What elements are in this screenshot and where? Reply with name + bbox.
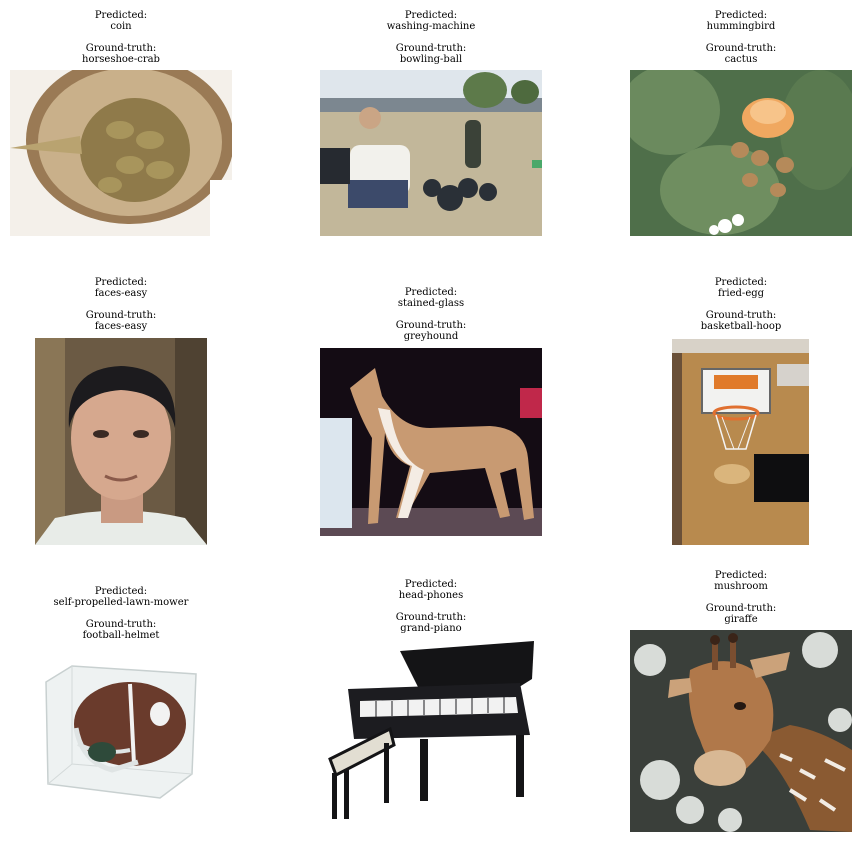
ground-truth-value: greyhound — [403, 331, 459, 342]
caption: Predicted: hummingbird Ground-truth: cac… — [630, 10, 852, 65]
ground-truth-label: Ground-truth: — [85, 310, 157, 321]
ground-truth-label: Ground-truth: — [705, 310, 777, 321]
greyhound-photo — [320, 348, 542, 536]
man-with-telescope-photo — [320, 70, 542, 236]
ground-truth-value: giraffe — [724, 614, 758, 625]
basketball-hoop-photo — [672, 339, 809, 545]
grand-piano-photo — [320, 639, 542, 823]
predicted-value: mushroom — [714, 581, 768, 592]
predicted-value: fried-egg — [717, 288, 765, 299]
predicted-label: Predicted: — [404, 10, 458, 21]
grid-cell-2: Predicted: washing-machine Ground-truth:… — [320, 8, 542, 238]
face-portrait-photo — [35, 338, 207, 545]
predicted-label: Predicted: — [94, 10, 148, 21]
predicted-value: stained-glass — [397, 298, 465, 309]
ground-truth-label: Ground-truth: — [705, 603, 777, 614]
caption: Predicted: mushroom Ground-truth: giraff… — [630, 570, 852, 625]
predicted-value: self-propelled-lawn-mower — [53, 597, 189, 608]
grid-cell-3: Predicted: hummingbird Ground-truth: cac… — [630, 8, 852, 238]
caption: Predicted: self-propelled-lawn-mower Gro… — [10, 586, 232, 641]
predicted-value: coin — [110, 21, 132, 32]
football-helmet-photo — [42, 664, 200, 802]
predicted-label: Predicted: — [404, 579, 458, 590]
giraffe-photo — [630, 630, 852, 832]
ground-truth-value: basketball-hoop — [700, 321, 782, 332]
ground-truth-label: Ground-truth: — [395, 43, 467, 54]
predicted-label: Predicted: — [94, 277, 148, 288]
ground-truth-label: Ground-truth: — [705, 43, 777, 54]
grid-cell-8: Predicted: head-phones Ground-truth: gra… — [320, 577, 542, 829]
predicted-value: faces-easy — [94, 288, 148, 299]
grid-cell-7: Predicted: self-propelled-lawn-mower Gro… — [10, 584, 232, 824]
ground-truth-label: Ground-truth: — [395, 320, 467, 331]
ground-truth-label: Ground-truth: — [395, 612, 467, 623]
ground-truth-value: faces-easy — [94, 321, 148, 332]
predicted-label: Predicted: — [714, 277, 768, 288]
horseshoe-crab-photo — [10, 70, 232, 236]
ground-truth-value: horseshoe-crab — [82, 54, 160, 65]
cactus-flower-photo — [630, 70, 852, 236]
caption: Predicted: head-phones Ground-truth: gra… — [320, 579, 542, 634]
caption: Predicted: faces-easy Ground-truth: face… — [10, 277, 232, 332]
ground-truth-value: bowling-ball — [399, 54, 463, 65]
predicted-label: Predicted: — [94, 586, 148, 597]
ground-truth-label: Ground-truth: — [85, 619, 157, 630]
ground-truth-value: grand-piano — [400, 623, 462, 634]
ground-truth-label: Ground-truth: — [85, 43, 157, 54]
predicted-value: hummingbird — [706, 21, 776, 32]
grid-cell-1: Predicted: coin Ground-truth: horseshoe-… — [10, 8, 232, 238]
predicted-value: washing-machine — [386, 21, 476, 32]
grid-cell-6: Predicted: fried-egg Ground-truth: baske… — [630, 275, 852, 547]
predicted-label: Predicted: — [714, 570, 768, 581]
grid-cell-5: Predicted: stained-glass Ground-truth: g… — [320, 285, 542, 537]
ground-truth-value: cactus — [724, 54, 758, 65]
caption: Predicted: fried-egg Ground-truth: baske… — [630, 277, 852, 332]
predicted-label: Predicted: — [404, 287, 458, 298]
caption: Predicted: coin Ground-truth: horseshoe-… — [10, 10, 232, 65]
ground-truth-value: football-helmet — [82, 630, 160, 641]
caption: Predicted: stained-glass Ground-truth: g… — [320, 287, 542, 342]
grid-cell-4: Predicted: faces-easy Ground-truth: face… — [10, 275, 232, 547]
caption: Predicted: washing-machine Ground-truth:… — [320, 10, 542, 65]
predicted-value: head-phones — [398, 590, 464, 601]
grid-cell-9: Predicted: mushroom Ground-truth: giraff… — [630, 568, 852, 834]
predicted-label: Predicted: — [714, 10, 768, 21]
